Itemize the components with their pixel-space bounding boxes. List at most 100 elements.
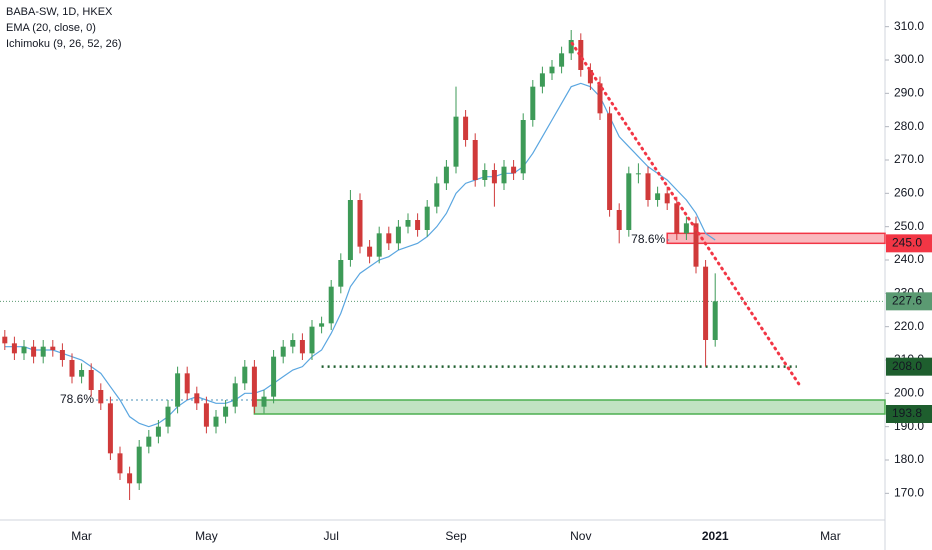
indicator-label: Ichimoku (9, 26, 52, 26) (6, 38, 122, 50)
candle-body (98, 390, 104, 404)
price-label-bg (886, 292, 932, 311)
x-tick-label: Nov (570, 529, 591, 543)
candle-body (319, 323, 325, 327)
candle-body (463, 116, 469, 140)
candle-body (117, 453, 123, 474)
price-label: 208.0 (892, 359, 922, 373)
candle-body (712, 301, 718, 340)
candle-body (530, 86, 536, 120)
candle-body (299, 340, 305, 354)
y-tick-label: 200.0 (894, 386, 924, 400)
candle-body (69, 360, 75, 377)
candle-body (674, 203, 680, 234)
y-tick-label: 240.0 (894, 252, 924, 266)
y-tick-label: 310.0 (894, 19, 924, 33)
price-label: 227.6 (892, 294, 922, 308)
candle-body (165, 406, 171, 427)
candle-body (549, 66, 555, 74)
candle-body (655, 193, 661, 200)
x-tick-label: 2021 (702, 529, 729, 543)
candle-body (635, 173, 641, 175)
candle-body (453, 116, 459, 167)
candle-body (683, 223, 689, 234)
candle-body (223, 406, 229, 417)
candle-body (415, 220, 421, 230)
candle-body (491, 170, 497, 184)
zone (253, 399, 886, 415)
candle-body (309, 326, 315, 354)
candle-body (578, 40, 584, 70)
candle-body (31, 346, 37, 357)
candle-body (175, 373, 181, 407)
candle-body (616, 210, 622, 230)
price-label: 245.0 (892, 236, 922, 250)
candle-body (40, 346, 46, 357)
candle-body (203, 403, 209, 427)
candle-body (242, 366, 248, 384)
fib-label: 78.6% (60, 392, 94, 406)
candle-body (59, 350, 65, 360)
y-tick-label: 300.0 (894, 52, 924, 66)
x-tick-label: Sep (445, 529, 467, 543)
y-tick-label: 180.0 (894, 452, 924, 466)
chart-title: BABA-SW, 1D, HKEX (6, 6, 113, 18)
candle-body (347, 200, 353, 260)
candle-body (520, 120, 526, 174)
candle-body (367, 246, 373, 257)
candle-body (194, 393, 200, 404)
ema-line (4, 82, 716, 428)
candle-body (626, 173, 632, 230)
x-tick-label: Mar (71, 529, 92, 543)
y-tick-label: 260.0 (894, 186, 924, 200)
candle-body (127, 473, 133, 484)
y-tick-label: 170.0 (894, 486, 924, 500)
candle-body (376, 233, 382, 257)
candle-body (107, 403, 113, 454)
candle-body (703, 266, 709, 340)
indicator-label: EMA (20, close, 0) (6, 22, 96, 34)
candle-body (443, 166, 449, 184)
candle-body (501, 166, 507, 184)
candle-body (539, 73, 545, 87)
candle-body (328, 286, 334, 324)
candle-body (155, 426, 161, 437)
candle-body (559, 53, 565, 67)
candle-body (184, 373, 190, 394)
trend-line (570, 41, 803, 389)
candle-body (386, 233, 392, 244)
candle-body (271, 356, 277, 397)
candle-body (50, 346, 56, 350)
candle-body (472, 140, 478, 180)
candle-body (395, 226, 401, 244)
x-tick-label: Mar (820, 529, 841, 543)
x-tick-label: May (195, 529, 218, 543)
candle-body (607, 113, 613, 210)
candle-body (482, 170, 488, 180)
candle-body (88, 370, 94, 390)
candle-body (290, 340, 296, 347)
candle-body (664, 193, 670, 204)
price-label-bg (886, 357, 932, 376)
zone (666, 232, 886, 245)
candle-body (251, 366, 257, 407)
candle-body (511, 166, 517, 174)
y-tick-label: 250.0 (894, 219, 924, 233)
candle-body (146, 436, 152, 447)
candle-body (568, 40, 574, 54)
candle-body (21, 346, 27, 354)
candle-body (261, 396, 267, 407)
candle-body (232, 383, 238, 407)
price-label-bg (886, 405, 932, 423)
candle-body (213, 416, 219, 427)
candle-body (357, 200, 363, 247)
price-label: 193.8 (892, 406, 922, 420)
candle-body (693, 223, 699, 267)
y-tick-label: 280.0 (894, 119, 924, 133)
y-tick-label: 290.0 (894, 86, 924, 100)
candle-body (338, 260, 344, 287)
fib-label: 78.6% (631, 232, 665, 246)
y-tick-label: 270.0 (894, 152, 924, 166)
candle-body (424, 206, 430, 230)
